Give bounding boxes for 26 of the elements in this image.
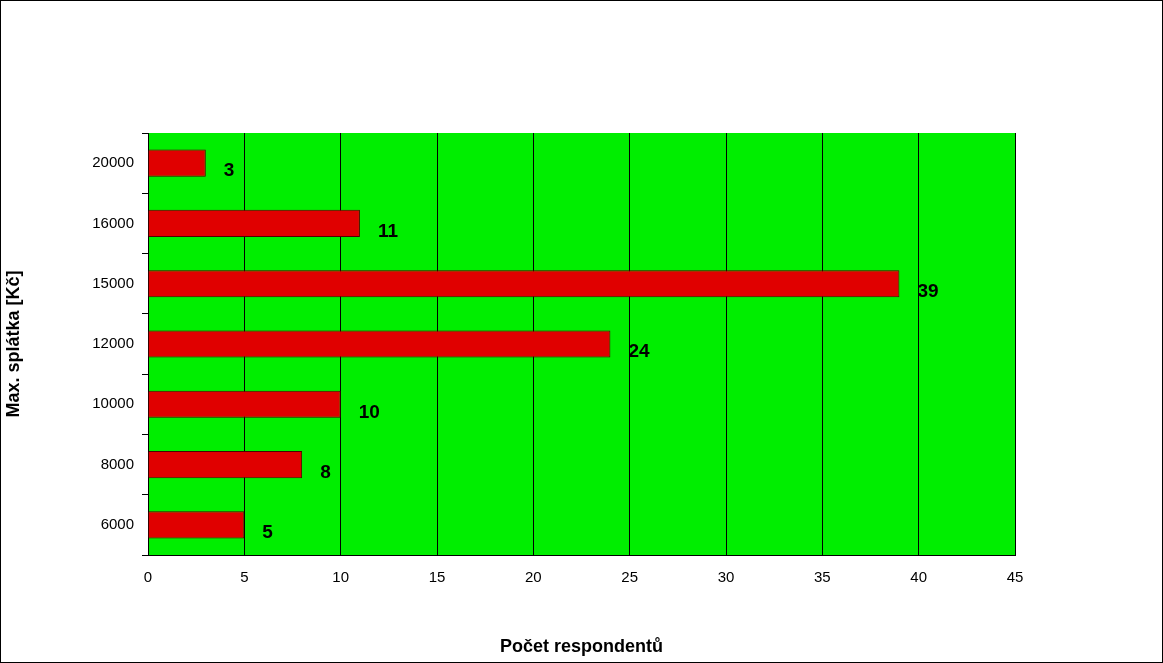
x-tick-label: 15 [428,568,446,586]
x-tick-label: 0 [143,568,153,586]
y-tick-label: 15000 [92,273,134,291]
x-tick-label: 5 [240,568,249,586]
y-tick-label: 6000 [100,515,134,532]
data-label: 5 [262,521,274,543]
data-label: 3 [223,159,235,181]
data-label: 24 [628,340,650,362]
x-tick-label: 45 [1006,568,1024,586]
y-tick-label: 10000 [92,394,134,412]
y-tick-label: 20000 [92,153,134,171]
x-tick-label: 40 [910,568,928,586]
y-axis-title: Max. splátka [Kč] [2,270,23,418]
x-axis-title: Počet respondentů [499,636,664,657]
data-label: 10 [358,400,380,422]
data-label: 8 [320,460,331,482]
y-tick-label: 8000 [100,454,134,472]
data-label: 39 [917,279,939,301]
x-tick-label: 10 [332,568,350,586]
data-label: 11 [377,219,399,241]
x-tick-label: 25 [621,568,639,586]
x-tick-label: 20 [524,568,542,586]
x-tick-label: 30 [717,568,735,586]
y-tick-label: 16000 [92,213,134,231]
y-tick-label: 12000 [92,334,134,352]
x-tick-label: 35 [813,568,831,586]
